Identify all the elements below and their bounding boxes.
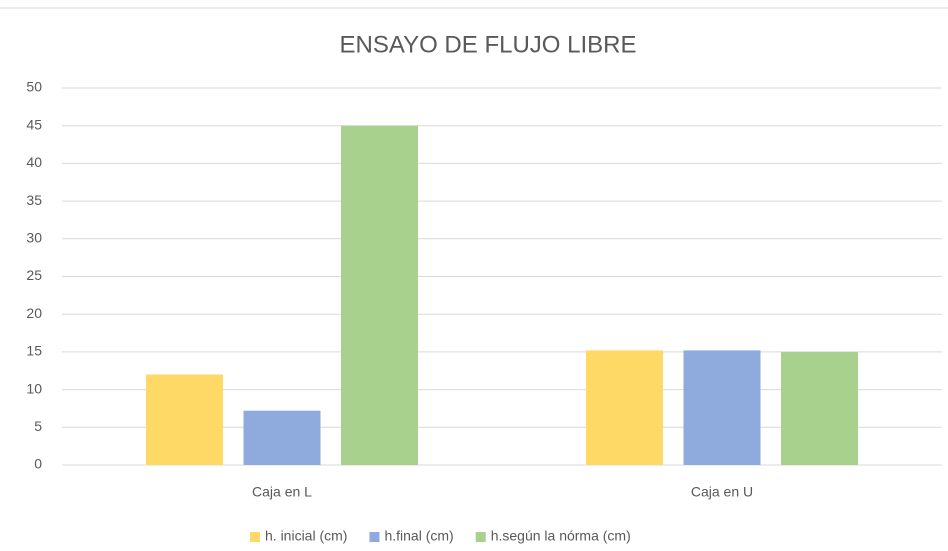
legend-label: h. inicial (cm) [265,528,347,544]
y-tick-label: 50 [26,79,42,95]
legend-label: h.según la nórma (cm) [491,528,631,544]
y-tick-label: 0 [34,456,42,472]
y-tick-label: 20 [26,305,42,321]
y-tick-label: 25 [26,267,42,283]
bar [683,350,761,465]
legend-swatch [369,532,380,542]
y-tick-label: 40 [26,154,42,170]
legend-swatch [475,532,486,542]
x-tick-label: Caja en U [691,484,753,500]
bar [781,351,858,465]
y-tick-label: 10 [26,380,42,396]
y-tick-label: 5 [34,418,42,434]
bar [341,125,418,465]
chart-title: ENSAYO DE FLUJO LIBRE [340,31,637,58]
y-tick-label: 45 [26,116,42,132]
legend-swatch [250,532,260,542]
y-tick-label: 15 [26,343,42,359]
legend-label: h.final (cm) [384,528,453,544]
bar [146,374,223,465]
y-tick-label: 30 [26,230,42,246]
bar [586,350,663,465]
bar [243,410,321,465]
y-tick-label: 35 [26,192,42,208]
x-tick-label: Caja en L [252,484,312,500]
